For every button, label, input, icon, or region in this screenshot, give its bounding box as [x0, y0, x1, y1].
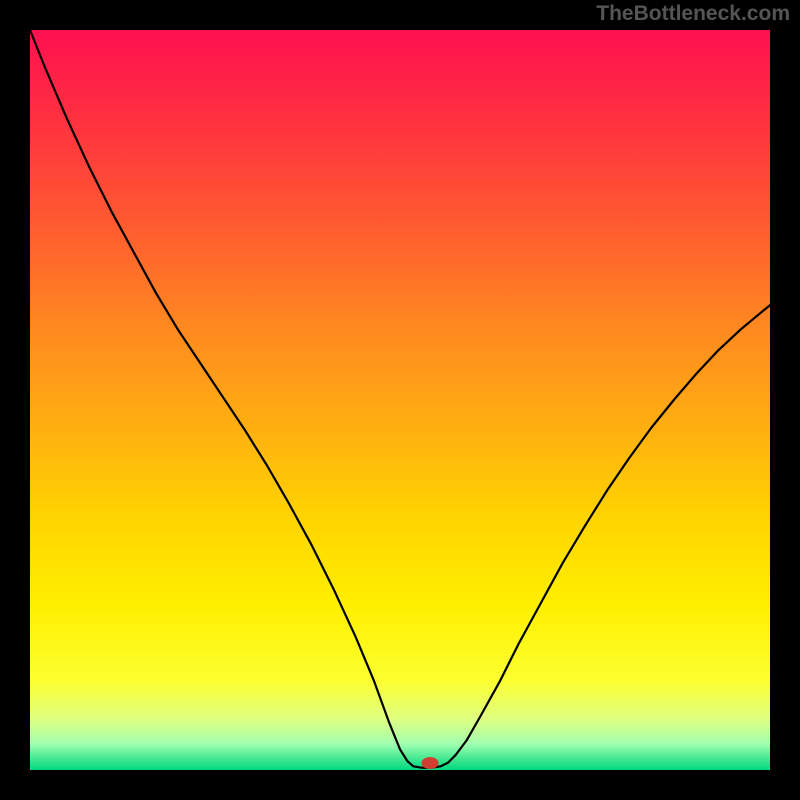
plot-background	[30, 30, 770, 770]
chart-container: TheBottleneck.com	[0, 0, 800, 800]
plot-svg	[30, 30, 770, 770]
optimum-marker	[421, 757, 438, 769]
plot-frame	[30, 30, 770, 770]
watermark-text: TheBottleneck.com	[596, 2, 790, 26]
